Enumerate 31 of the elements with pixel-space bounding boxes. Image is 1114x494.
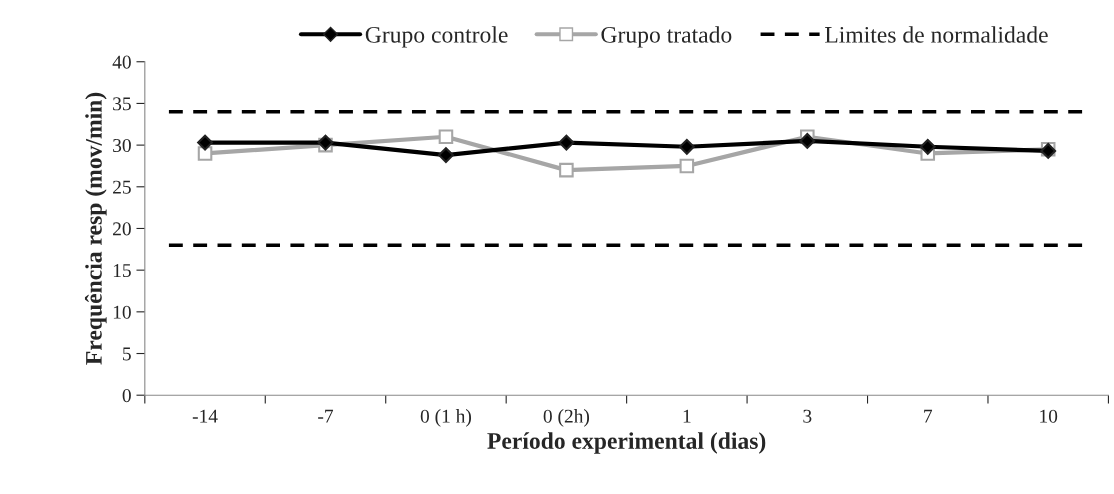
- legend-label: Limites de normalidade: [825, 26, 1048, 43]
- legend-label: Grupo tratado: [601, 26, 732, 48]
- y-tick-label: 5: [123, 347, 131, 361]
- point: [197, 134, 213, 151]
- x-tick-label: 0 (2h): [543, 409, 590, 427]
- x-axis-title: Período experimental (dias): [487, 432, 766, 454]
- point: [558, 134, 575, 151]
- y-tick-label: 20: [113, 222, 131, 236]
- point: [919, 138, 936, 155]
- point: [438, 147, 454, 164]
- x-tick-label: 7: [924, 409, 933, 423]
- y-tick-label: 15: [113, 264, 131, 278]
- y-tick-label: 10: [113, 305, 131, 319]
- x-tick-label: 0 (1 h): [420, 409, 472, 427]
- x-tick-label: 10: [1040, 409, 1058, 423]
- point: [679, 158, 695, 174]
- x-tick-label: -7: [318, 409, 334, 423]
- point: [799, 133, 816, 149]
- x-tick-label: 1: [683, 409, 691, 423]
- point: [678, 138, 695, 155]
- y-tick-label: 30: [113, 138, 131, 153]
- point: [559, 162, 574, 178]
- y-tick-label: 25: [113, 180, 131, 194]
- x-tick-label: 3: [803, 409, 812, 423]
- x-tick-label: -14: [192, 409, 218, 423]
- y-tick-label: 0: [122, 389, 131, 403]
- y-tick-label: 40: [112, 55, 131, 69]
- y-tick-label: 35: [113, 97, 131, 111]
- legend-label: Grupo controle: [365, 26, 508, 48]
- point: [438, 129, 454, 145]
- y-axis-title: Frequência resp (mov/min): [84, 92, 107, 365]
